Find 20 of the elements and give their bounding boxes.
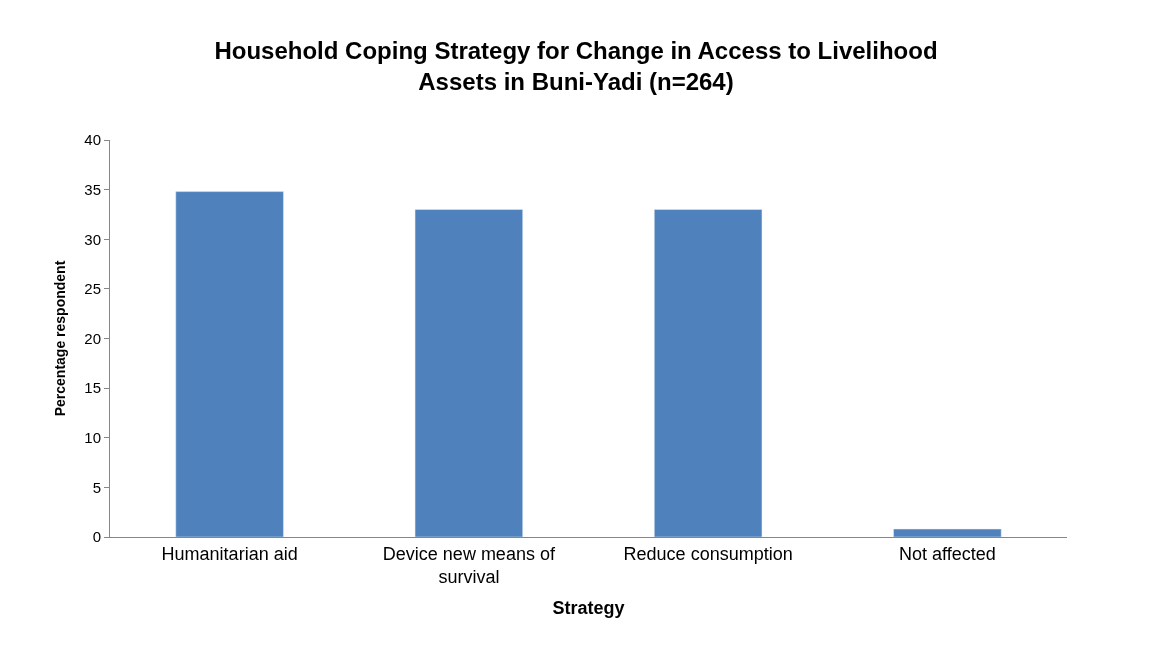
x-tick-label: Humanitarian aid bbox=[161, 543, 298, 564]
x-tick-label: Reduce consumption bbox=[623, 543, 793, 564]
chart-title: Household Coping Strategy for Change in Access to Livelihood Assets in Buni-Yadi (n=264) bbox=[214, 37, 938, 96]
y-tick-label: 15 bbox=[84, 379, 101, 397]
bar bbox=[654, 209, 763, 537]
bar bbox=[893, 528, 1002, 537]
y-tick-label: 35 bbox=[84, 180, 101, 198]
y-tick-label: 20 bbox=[84, 329, 101, 347]
y-axis-title: Percentage respondent bbox=[51, 260, 68, 417]
bar bbox=[414, 209, 523, 537]
x-axis-title: Strategy bbox=[552, 598, 625, 619]
y-tick-label: 10 bbox=[84, 429, 101, 446]
y-tick-label: 25 bbox=[84, 280, 101, 298]
bar bbox=[175, 191, 284, 537]
y-tick-label: 30 bbox=[84, 230, 101, 248]
x-tick-label: Not affected bbox=[899, 543, 996, 564]
y-tick-label: 5 bbox=[92, 478, 101, 496]
x-tick-label: Device new means of survival bbox=[382, 543, 556, 587]
y-tick-label: 40 bbox=[84, 131, 101, 149]
y-tick-label: 0 bbox=[92, 528, 101, 546]
